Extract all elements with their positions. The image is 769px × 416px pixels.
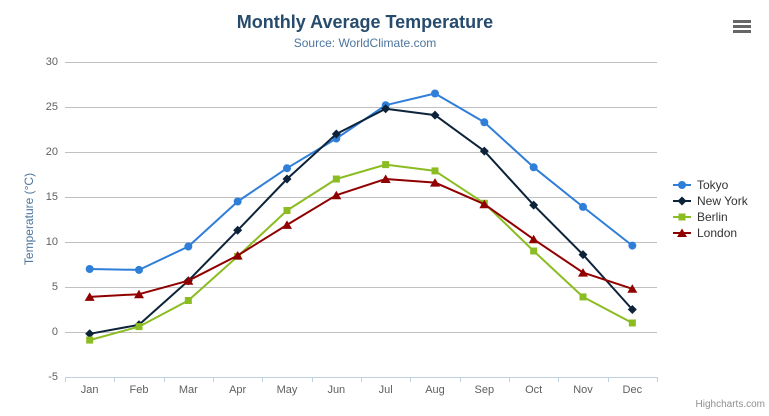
x-axis-tick-label: Mar: [178, 384, 198, 396]
y-axis-tick-label: 25: [45, 101, 58, 113]
data-point-marker[interactable]: [578, 250, 588, 260]
data-point-marker[interactable]: [331, 129, 341, 139]
legend: Tokyo New York Berlin London: [672, 177, 748, 241]
data-point-marker[interactable]: [184, 242, 193, 251]
data-point-marker[interactable]: [431, 167, 439, 175]
x-axis-tick-label: Jan: [80, 384, 99, 396]
x-axis-tick-label: Feb: [129, 384, 149, 396]
legend-label: Berlin: [697, 210, 728, 224]
data-point-marker[interactable]: [84, 292, 95, 301]
legend-item-london[interactable]: London: [672, 225, 748, 241]
y-axis-tick-label: 30: [45, 56, 58, 68]
data-point-marker[interactable]: [85, 329, 95, 339]
series-line-tokyo: [88, 92, 634, 271]
y-axis-tick-label: -5: [48, 371, 58, 383]
series-line-berlin: [88, 163, 634, 342]
y-axis-tick-label: 5: [51, 281, 58, 293]
square-legend-marker-icon: [673, 213, 691, 221]
legend-item-tokyo[interactable]: Tokyo: [672, 177, 748, 193]
data-point-marker[interactable]: [332, 175, 340, 183]
y-axis-tick-label: 0: [51, 326, 58, 338]
data-point-marker[interactable]: [233, 225, 243, 235]
series-line-london: [88, 178, 634, 298]
data-point-marker[interactable]: [578, 268, 588, 277]
x-axis-tick-label: Aug: [425, 384, 445, 396]
data-point-marker[interactable]: [528, 234, 539, 244]
x-axis-tick-label: Sep: [474, 384, 495, 396]
data-point-marker[interactable]: [283, 207, 291, 214]
data-point-marker[interactable]: [381, 104, 391, 114]
y-axis-tick-label: 15: [45, 191, 58, 203]
export-menu-button[interactable]: [729, 15, 755, 37]
legend-item-new-york[interactable]: New York: [672, 193, 748, 209]
highcharts-credits-link[interactable]: Highcharts.com: [695, 399, 765, 410]
data-point-marker[interactable]: [331, 190, 342, 200]
y-axis-tick-label: 20: [45, 146, 58, 158]
legend-label: Tokyo: [697, 178, 729, 192]
data-point-marker[interactable]: [627, 305, 637, 314]
legend-label: New York: [697, 194, 748, 208]
data-point-marker[interactable]: [233, 197, 242, 206]
data-point-marker[interactable]: [430, 110, 440, 120]
data-point-marker[interactable]: [530, 247, 538, 255]
data-point-marker[interactable]: [86, 336, 94, 344]
data-point-marker[interactable]: [430, 178, 440, 187]
legend-label: London: [697, 226, 738, 240]
data-point-marker[interactable]: [479, 199, 490, 209]
data-point-marker[interactable]: [627, 284, 638, 293]
chart-subtitle: Source: WorldClimate.com: [293, 36, 437, 50]
data-point-marker[interactable]: [135, 323, 143, 331]
series-line-new-york: [88, 107, 634, 335]
legend-item-berlin[interactable]: Berlin: [672, 209, 748, 225]
data-point-marker[interactable]: [184, 297, 192, 304]
x-axis-tick-label: May: [276, 384, 298, 396]
data-point-marker[interactable]: [232, 251, 243, 260]
data-point-marker[interactable]: [628, 241, 637, 250]
data-point-marker[interactable]: [183, 276, 194, 285]
triangle-legend-marker-icon: [673, 228, 691, 237]
data-point-marker[interactable]: [283, 164, 291, 173]
data-point-marker[interactable]: [529, 163, 538, 172]
x-axis-tick-label: Jun: [327, 384, 346, 396]
data-point-marker[interactable]: [479, 146, 489, 156]
chart-title: Monthly Average Temperature: [236, 12, 494, 32]
data-point-marker[interactable]: [135, 265, 143, 274]
data-point-marker[interactable]: [134, 289, 144, 299]
data-point-marker[interactable]: [480, 118, 489, 127]
circle-legend-marker-icon: [673, 181, 691, 189]
x-axis-tick-label: Apr: [229, 384, 247, 396]
x-axis-tick-label: Nov: [573, 384, 593, 396]
y-axis-tick-label: 10: [45, 236, 58, 248]
data-point-marker[interactable]: [431, 89, 439, 98]
x-axis-tick-label: Dec: [622, 384, 643, 396]
diamond-legend-marker-icon: [673, 196, 691, 206]
data-point-marker[interactable]: [529, 200, 539, 210]
data-point-marker[interactable]: [628, 319, 636, 327]
data-point-marker[interactable]: [85, 265, 94, 273]
x-axis-tick-label: Oct: [525, 384, 543, 396]
data-point-marker[interactable]: [579, 202, 587, 211]
data-point-marker[interactable]: [380, 174, 391, 184]
x-axis-tick-label: Jul: [378, 384, 393, 396]
data-point-marker[interactable]: [282, 220, 292, 229]
data-point-marker[interactable]: [382, 161, 390, 169]
data-point-marker[interactable]: [282, 174, 292, 184]
data-point-marker[interactable]: [579, 293, 587, 301]
